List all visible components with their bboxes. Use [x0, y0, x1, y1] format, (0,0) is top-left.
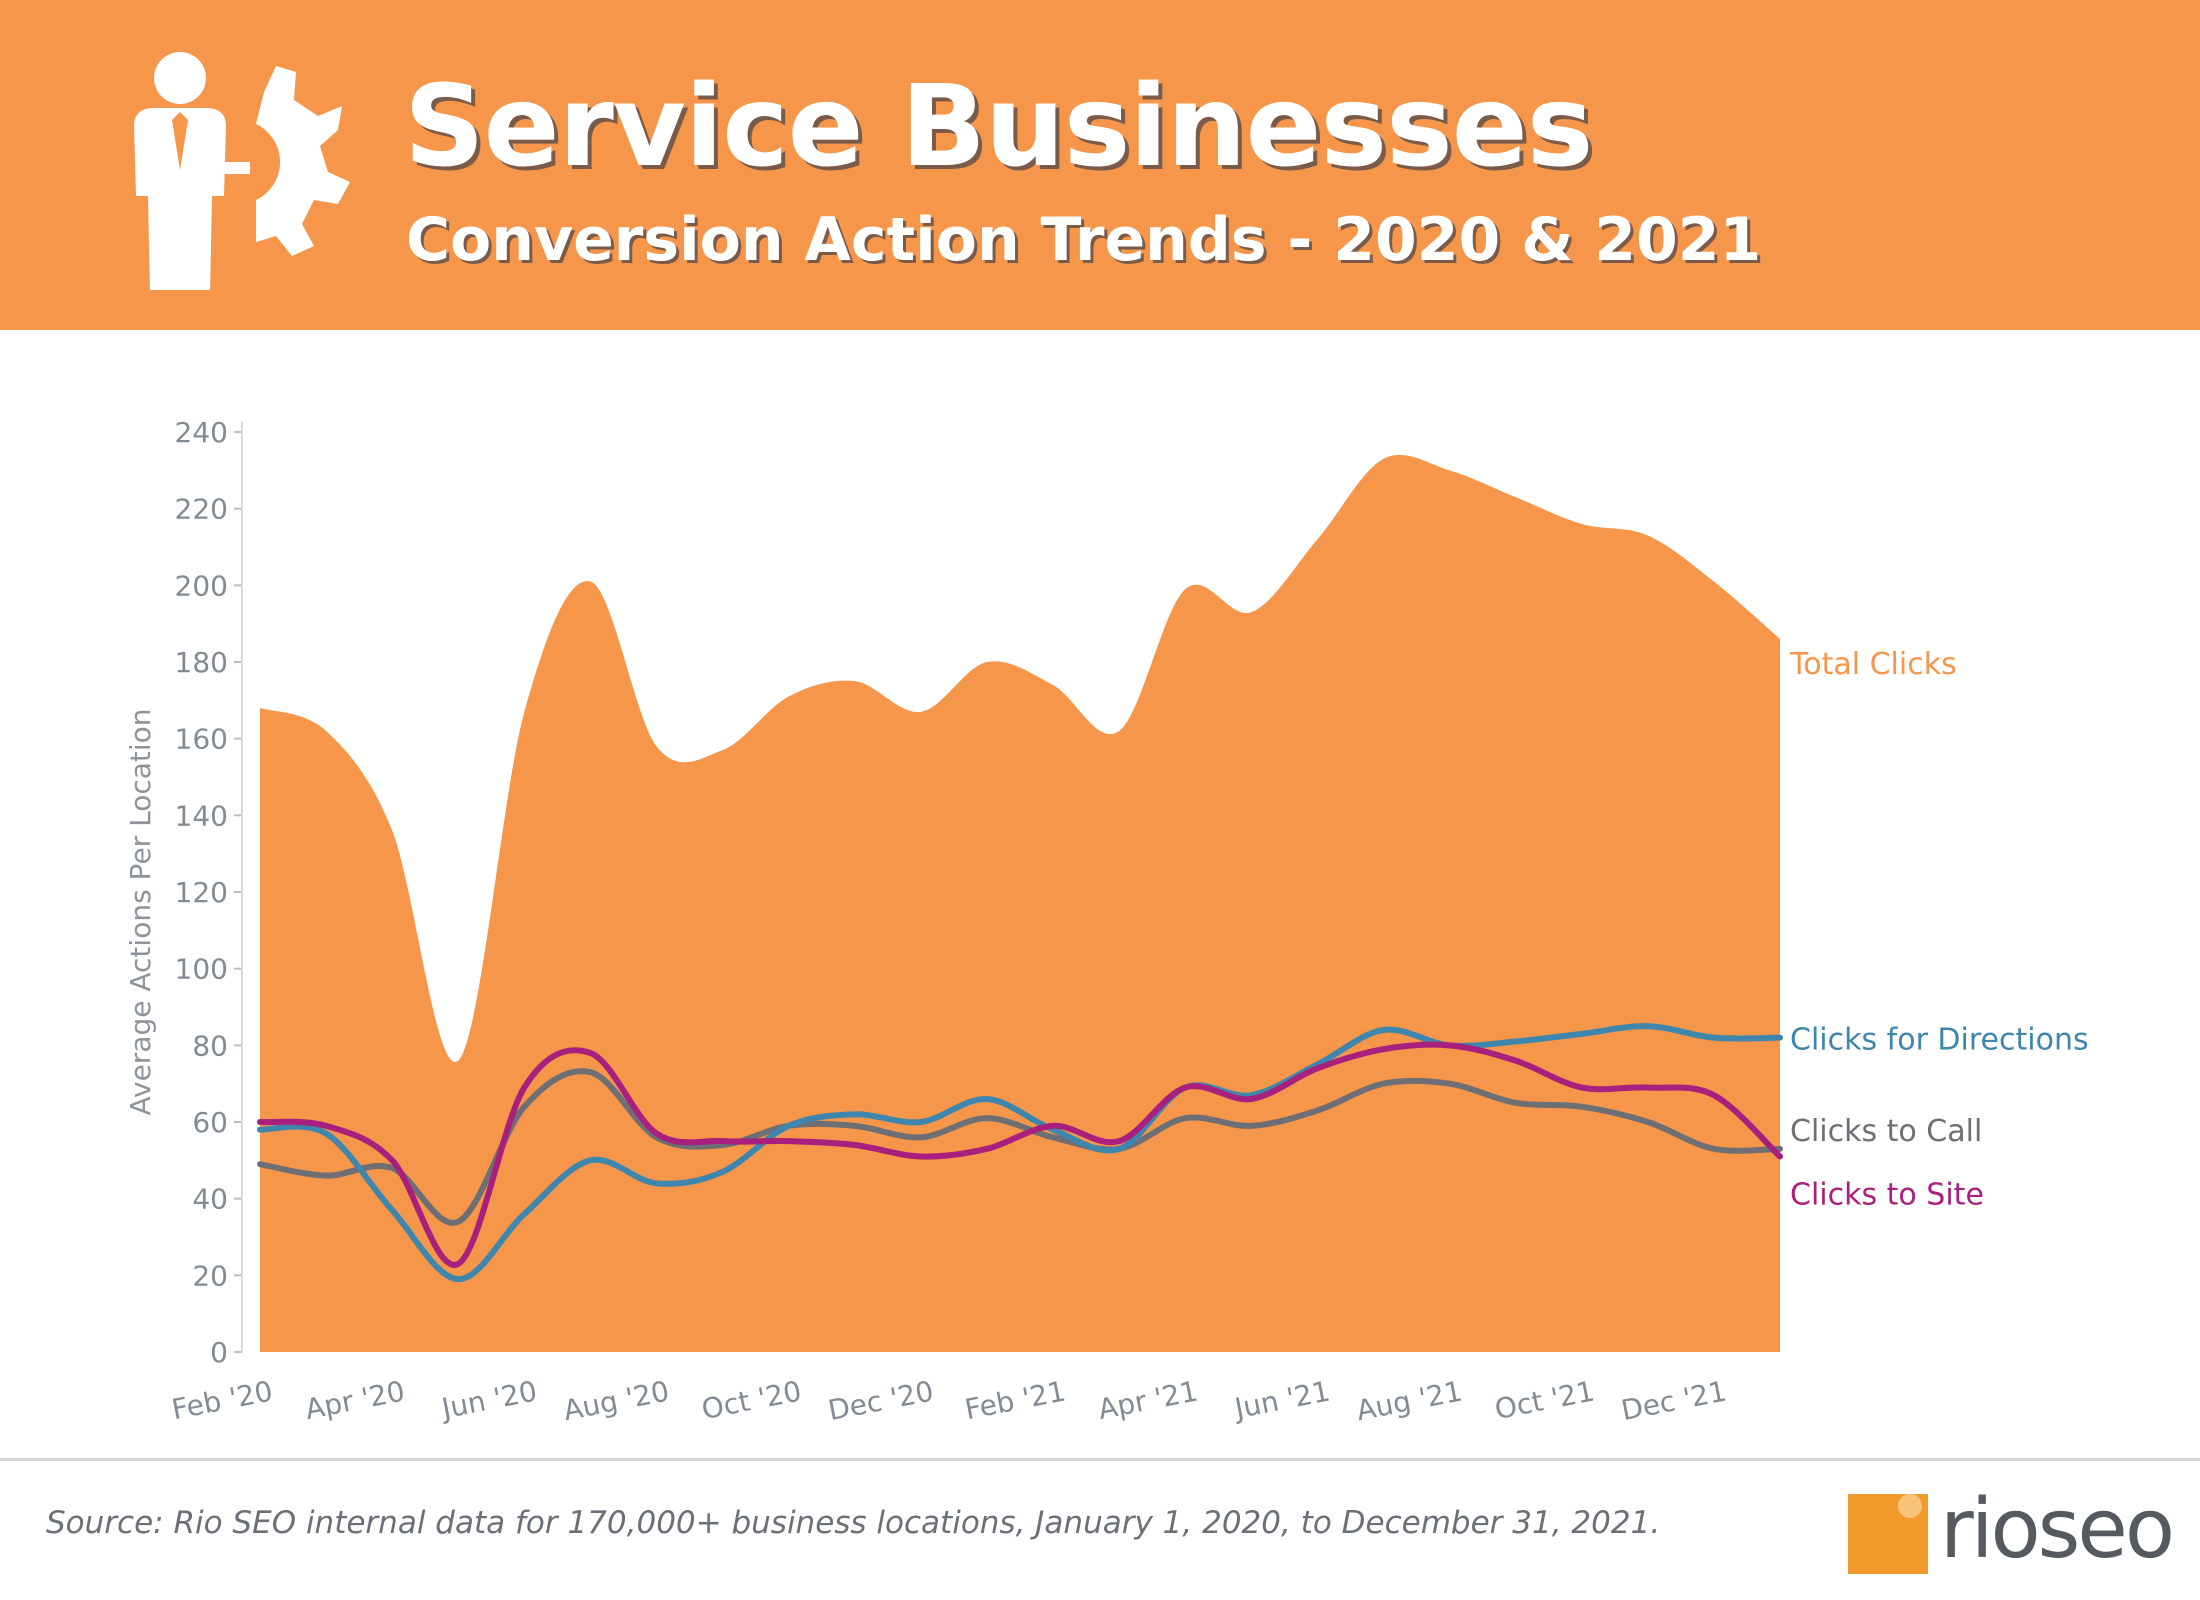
y-tick-label: 40: [192, 1183, 228, 1216]
x-tick-label: Jun '20: [437, 1374, 539, 1425]
y-tick-label: 60: [192, 1106, 228, 1139]
x-tick-label: Dec '21: [1618, 1374, 1729, 1427]
y-tick-label: 240: [175, 416, 228, 449]
x-tick-label: Dec '20: [825, 1374, 936, 1427]
x-axis: Feb '20 Apr '20 Jun '20 Aug '20 Oct '20 Dec '…: [169, 1374, 1729, 1427]
y-tick-label: 140: [175, 799, 228, 832]
x-tick-label: Jun '21: [1230, 1374, 1332, 1425]
x-tick-label: Feb '21: [962, 1374, 1068, 1426]
logo-text: rioseo: [1940, 1482, 2175, 1577]
y-tick-label: 80: [192, 1029, 228, 1062]
y-tick-label: 120: [175, 876, 228, 909]
area-layer: [260, 454, 1780, 1353]
clicks-to-call-label: Clicks to Call: [1790, 1114, 1982, 1149]
y-tick-label: 100: [175, 953, 228, 986]
y-axis-title: Average Actions Per Location: [124, 708, 157, 1115]
header-banner: Service Businesses Conversion Action Tre…: [0, 0, 2200, 330]
businessperson-gear-icon: [134, 52, 350, 290]
x-tick-label: Feb '20: [169, 1374, 275, 1426]
footer-divider: [0, 1458, 2200, 1461]
x-tick-label: Apr '20: [302, 1374, 407, 1426]
y-tick-label: 20: [192, 1259, 228, 1292]
y-tick-label: 200: [175, 569, 228, 602]
y-tick-label: 0: [210, 1336, 228, 1369]
y-tick-label: 180: [175, 646, 228, 679]
total-clicks-label: Total Clicks: [1789, 647, 1957, 682]
y-tick-label: 220: [175, 493, 228, 526]
series-labels: Total Clicks Clicks to Call Clicks for Dir…: [1789, 647, 2089, 1213]
rioseo-logo: rioseo: [1848, 1482, 2178, 1580]
line-layer: [257, 1023, 1783, 1283]
x-tick-label: Oct '20: [699, 1374, 804, 1426]
total-clicks-area: [260, 454, 1780, 1353]
x-tick-label: Apr '21: [1095, 1374, 1200, 1426]
page-title: Service Businesses: [404, 62, 1593, 192]
source-note: Source: Rio SEO internal data for 170,00…: [46, 1505, 1661, 1541]
page-subtitle: Conversion Action Trends - 2020 & 2021: [406, 205, 1762, 275]
x-tick-label: Aug '21: [1354, 1374, 1465, 1427]
clicks-for-directions-line: [257, 1023, 1783, 1283]
y-tick-label: 160: [175, 723, 228, 756]
y-axis: 0 20 40 60 80 100 120 140 160 180 200 220 240: [175, 416, 243, 1369]
logo-dot-icon: [1898, 1494, 1922, 1518]
x-tick-label: Oct '21: [1492, 1374, 1597, 1426]
x-tick-label: Aug '20: [561, 1374, 672, 1427]
conversion-trends-chart: 0 20 40 60 80 100 120 140 160 180 200 220 240 Feb '2…: [124, 416, 2089, 1427]
clicks-to-site-label: Clicks to Site: [1790, 1178, 1984, 1213]
clicks-to-site-line: [257, 1041, 1783, 1268]
clicks-for-directions-label: Clicks for Directions: [1790, 1023, 2089, 1058]
